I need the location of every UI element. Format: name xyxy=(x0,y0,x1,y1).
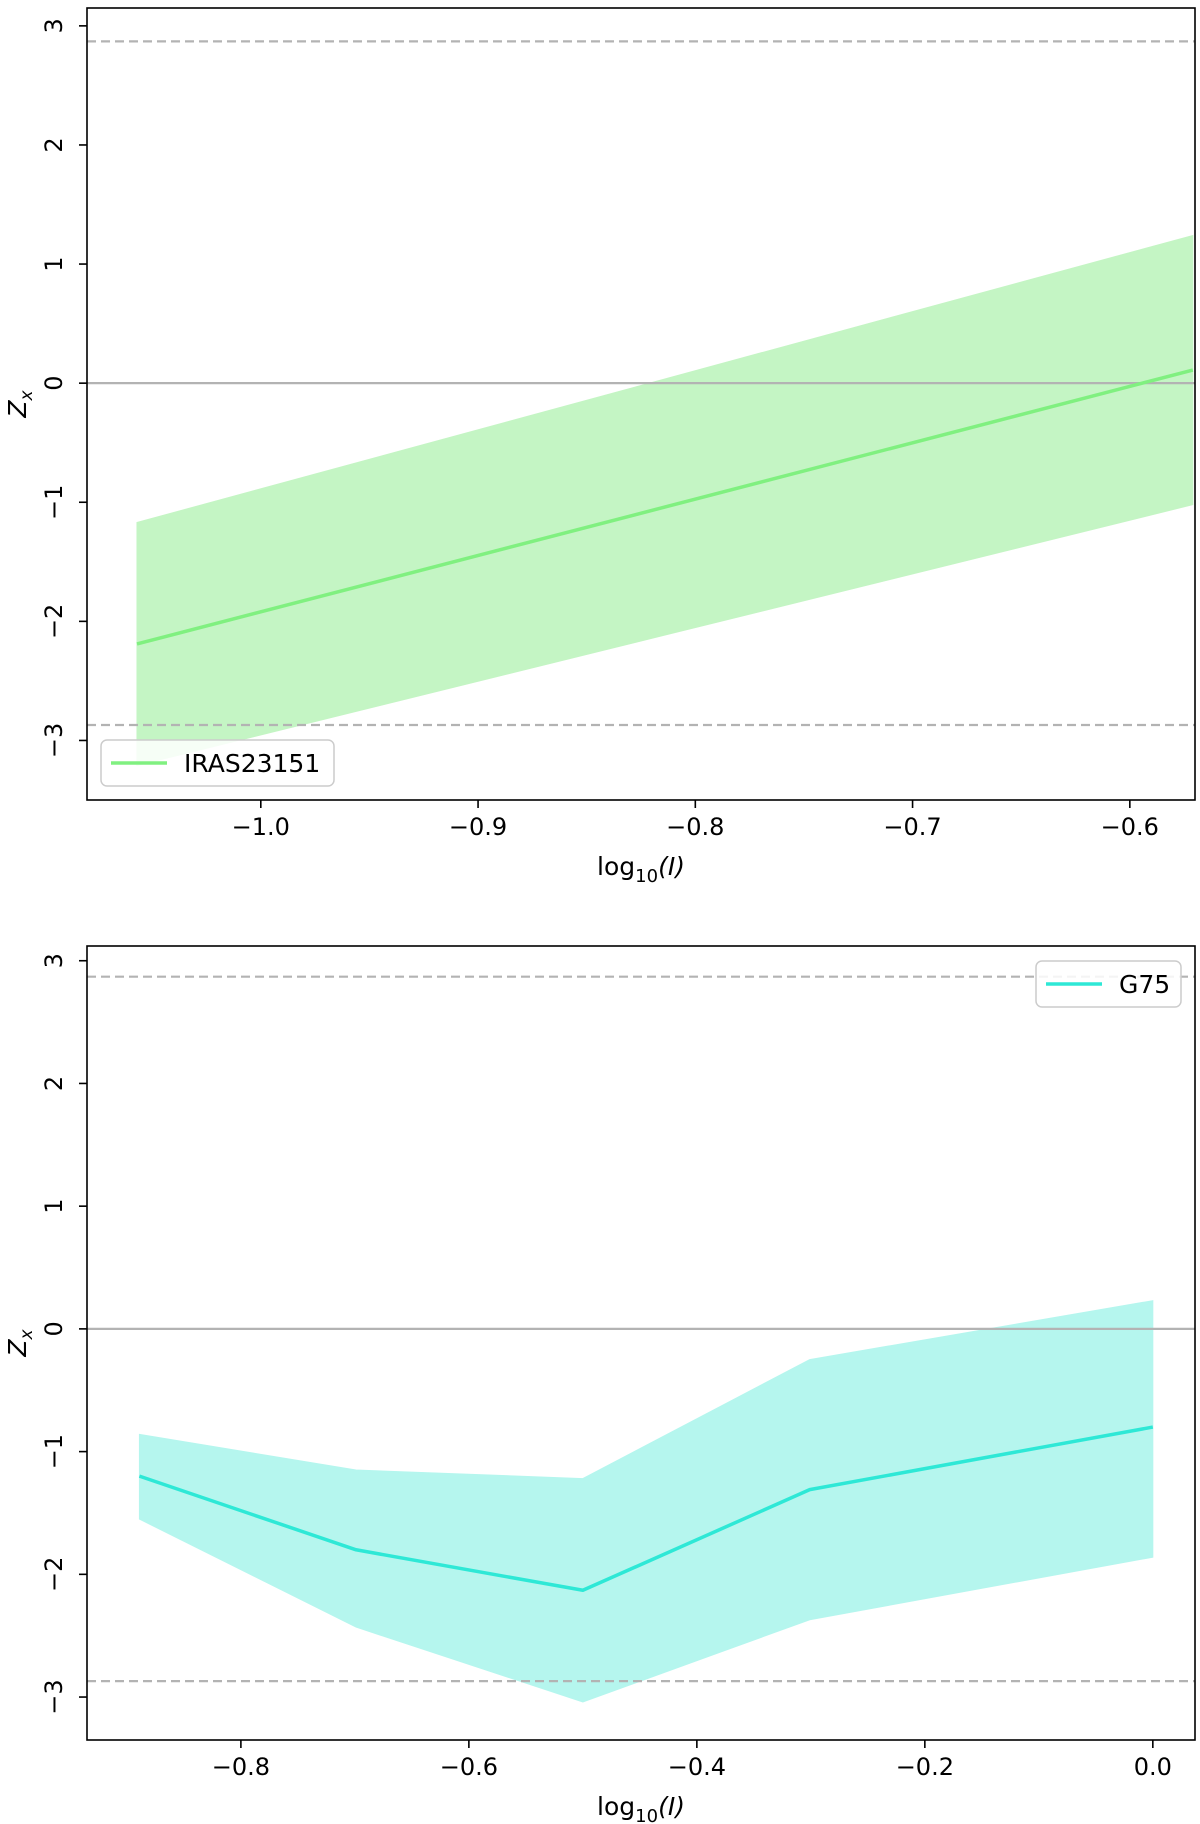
x-tick-label: −1.0 xyxy=(232,813,290,841)
x-axis-label-arg: (I) xyxy=(658,852,685,881)
y-tick-label: 3 xyxy=(40,953,68,968)
y-tick-label: −2 xyxy=(40,604,68,639)
y-axis-label-subscript: x xyxy=(17,1328,37,1340)
y-tick-label: −3 xyxy=(40,723,68,758)
y-tick-label: −1 xyxy=(40,485,68,520)
x-axis-label-subscript: 10 xyxy=(635,866,658,887)
x-axis-label: log10(I) xyxy=(597,852,685,887)
confidence-band-IRAS23151 xyxy=(137,235,1193,765)
y-tick-label: 0 xyxy=(40,1321,68,1336)
y-axis-label: Zx xyxy=(3,389,37,418)
x-axis-label-arg: (I) xyxy=(658,1792,685,1821)
y-tick-label: 2 xyxy=(40,137,68,152)
x-tick-label: −0.9 xyxy=(449,813,507,841)
y-axis-label: Zx xyxy=(3,1328,37,1357)
plot-area xyxy=(87,977,1195,1702)
legend: IRAS23151 xyxy=(101,740,334,786)
y-tick-label: −3 xyxy=(40,1679,68,1714)
x-axis-label-base: log xyxy=(597,1792,635,1821)
x-tick-label: −0.4 xyxy=(668,1753,726,1781)
x-tick-label: −0.6 xyxy=(1101,813,1159,841)
x-tick-label: −0.2 xyxy=(896,1753,954,1781)
x-axis-label-base: log xyxy=(597,852,635,881)
y-axis-label-base: Z xyxy=(3,400,32,419)
confidence-band-G75 xyxy=(139,1301,1152,1702)
x-tick-label: −0.8 xyxy=(212,1753,270,1781)
y-axis-label-subscript: x xyxy=(17,389,37,401)
y-axis-label-base: Z xyxy=(3,1339,32,1358)
legend-label: G75 xyxy=(1119,970,1170,999)
x-tick-label: −0.6 xyxy=(440,1753,498,1781)
y-tick-label: −2 xyxy=(40,1557,68,1592)
legend: G75 xyxy=(1036,961,1181,1007)
y-tick-label: 0 xyxy=(40,376,68,391)
x-axis-label-subscript: 10 xyxy=(635,1806,658,1824)
figure: −1.0 −0.9 −0.8 −0.7 −0.6−3−2−10123log10(I)Zx… xyxy=(0,0,1200,1824)
chart-2: −0.8 −0.6 −0.4 −0.2 0.0 −3 −2 −1 0 1 2 3 log10(I) Zx G… xyxy=(3,946,1195,1824)
x-tick-label: 0.0 xyxy=(1134,1753,1172,1781)
y-tick-label: 2 xyxy=(40,1076,68,1091)
y-tick-label: −1 xyxy=(40,1434,68,1469)
x-axis-label: log10(I) xyxy=(597,1792,685,1824)
y-tick-label: 1 xyxy=(40,256,68,271)
y-tick-label: 3 xyxy=(40,18,68,33)
x-tick-label: −0.7 xyxy=(883,813,941,841)
x-tick-label: −0.8 xyxy=(666,813,724,841)
chart-1: −1.0 −0.9 −0.8 −0.7 −0.6 −3 −2 −1 0 1 2 3 log10(I) Zx… xyxy=(3,8,1195,887)
plot-area xyxy=(87,41,1195,765)
y-tick-label: 1 xyxy=(40,1199,68,1214)
legend-label: IRAS23151 xyxy=(184,749,320,778)
